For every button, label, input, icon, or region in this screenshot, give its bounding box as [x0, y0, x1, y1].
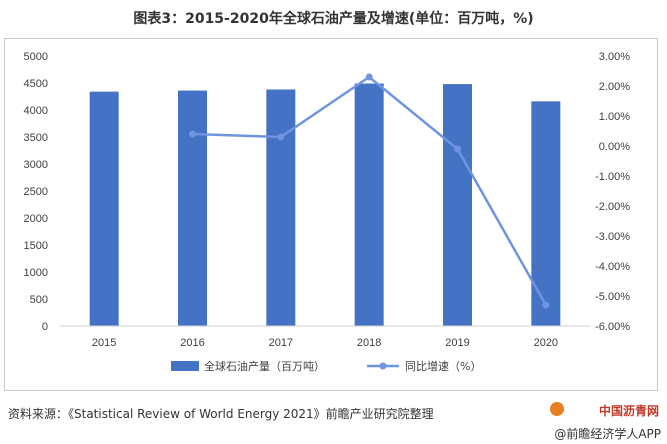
y-left-tick-label: 500 — [30, 294, 48, 306]
y-right-tick-label: -2.00% — [595, 201, 630, 213]
y-left-tick-label: 3500 — [24, 132, 48, 144]
y-left-tick-label: 3000 — [24, 159, 48, 171]
y-right-tick-label: 2.00% — [599, 81, 630, 93]
legend-bar-label: 全球石油产量（百万吨） — [204, 359, 325, 373]
y-left-tick-label: 1000 — [24, 267, 48, 279]
y-right-tick-label: -6.00% — [595, 321, 630, 333]
y-left-tick-label: 4000 — [24, 105, 48, 117]
x-tick-label: 2016 — [180, 337, 204, 349]
y-right-tick-label: 3.00% — [599, 51, 630, 63]
y-left-tick-label: 2500 — [24, 186, 48, 198]
x-tick-label: 2019 — [445, 337, 469, 349]
legend-line-marker — [379, 362, 387, 370]
line-point — [542, 301, 550, 309]
watermark-site: 中国沥青网 — [598, 404, 659, 418]
y-left-tick-label: 4500 — [24, 78, 48, 90]
y-left-tick-label: 1500 — [24, 240, 48, 252]
y-right-tick-label: 1.00% — [599, 111, 630, 123]
x-axis: 2015 2016 2017 2018 2019 2020 — [60, 325, 590, 349]
y-axis-right: -6.00% -5.00% -4.00% -3.00% -2.00% -1.00% 0.00… — [595, 51, 630, 333]
y-right-tick-label: -1.00% — [595, 171, 630, 183]
y-left-tick-label: 5000 — [24, 51, 48, 63]
line-point — [454, 145, 461, 153]
bar — [531, 101, 561, 326]
x-tick-label: 2020 — [534, 337, 558, 349]
legend-bar-swatch — [171, 361, 199, 371]
watermark-logo-icon — [550, 402, 564, 416]
bar — [178, 90, 207, 326]
bar-series — [89, 83, 561, 326]
y-right-tick-label: -5.00% — [595, 291, 630, 303]
line-point — [365, 73, 373, 81]
legend: 全球石油产量（百万吨） 同比增速（%） — [171, 359, 481, 373]
source-note: 资料来源：《Statistical Review of World Energy… — [8, 407, 434, 421]
chart-title: 图表3：2015-2020年全球石油产量及增速(单位：百万吨，%) — [133, 11, 534, 27]
chart-frame — [4, 38, 658, 391]
x-tick-label: 2018 — [357, 337, 381, 349]
bar — [266, 89, 296, 326]
watermark-brand: @前瞻经济学人APP — [554, 427, 661, 441]
y-right-tick-label: -3.00% — [595, 231, 630, 243]
line-point — [189, 130, 196, 138]
y-axis-left: 0 500 1000 1500 2000 2500 3000 3500 4000 4500 5000 — [24, 51, 48, 333]
bar — [89, 91, 119, 326]
x-tick-label: 2017 — [269, 337, 293, 349]
x-tick-label: 2015 — [92, 337, 116, 349]
line-point — [277, 133, 285, 141]
y-right-tick-label: -4.00% — [595, 261, 630, 273]
bar — [354, 83, 384, 326]
y-left-tick-label: 2000 — [24, 213, 48, 225]
bar — [443, 84, 472, 326]
legend-line-label: 同比增速（%） — [405, 359, 481, 373]
line-series — [189, 73, 550, 309]
y-right-tick-label: 0.00% — [599, 141, 630, 153]
y-left-tick-label: 0 — [42, 321, 48, 333]
